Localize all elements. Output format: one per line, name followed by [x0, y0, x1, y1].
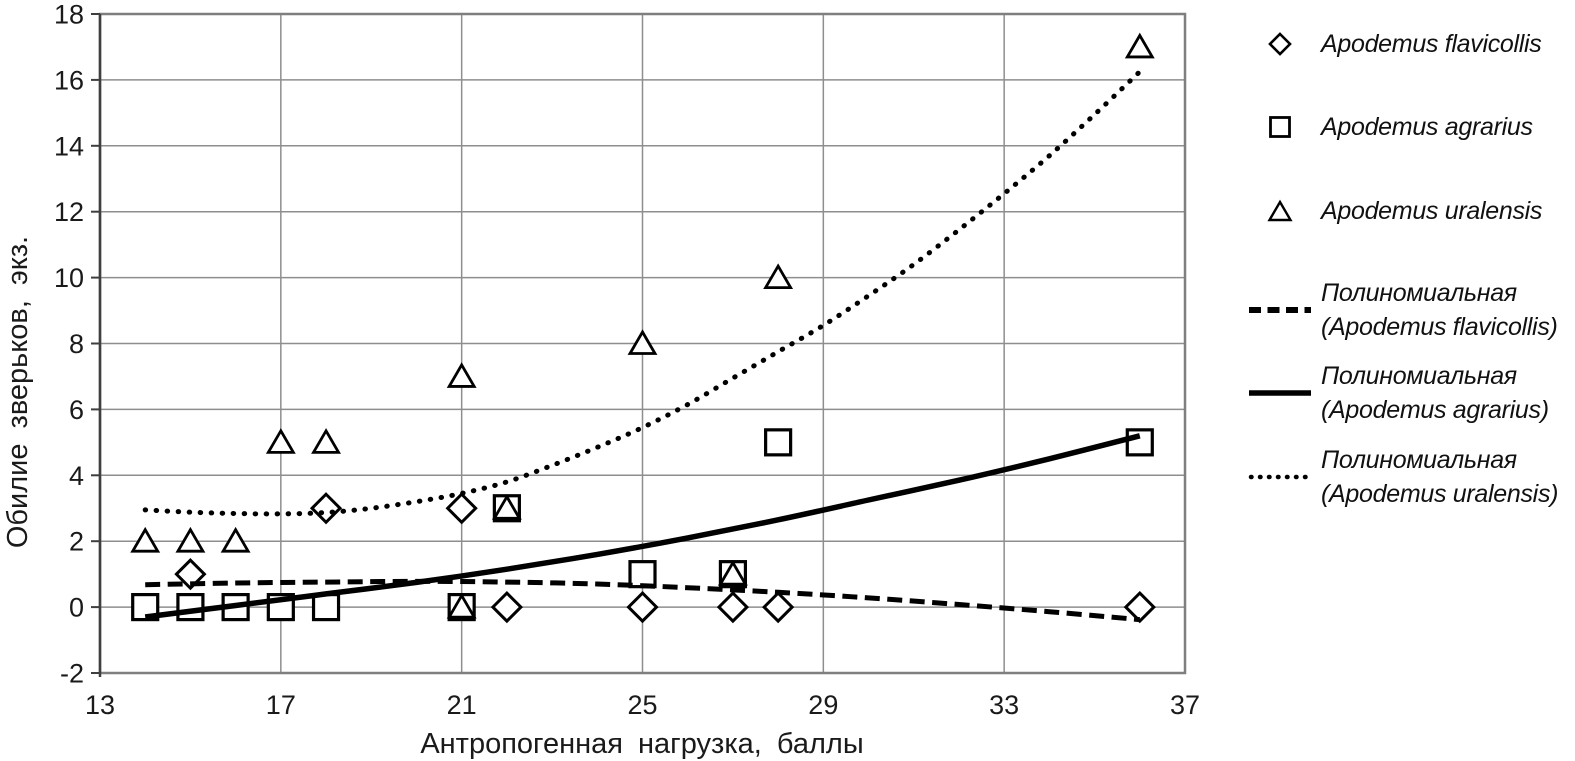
trendline-dotted: [142, 69, 1143, 517]
marker-apodemus-agrarius: [764, 428, 793, 457]
trendline-solid: [144, 433, 1141, 620]
marker-apodemus-flavicollis: [716, 590, 750, 624]
marker-apodemus-agrarius: [176, 592, 205, 622]
marker-apodemus-uralensis: [763, 263, 794, 289]
y-tick-label: 6: [69, 395, 84, 425]
marker-apodemus-uralensis: [446, 592, 477, 619]
marker-apodemus-flavicollis: [174, 558, 207, 591]
x-tick-label: 21: [447, 690, 477, 720]
y-tick-label: 14: [54, 131, 84, 161]
marker-apodemus-uralensis: [627, 329, 658, 355]
marker-apodemus-uralensis: [1124, 32, 1155, 59]
x-axis-title: Антропогенная нагрузка, баллы: [420, 728, 863, 760]
marker-apodemus-flavicollis: [1123, 590, 1156, 624]
x-tick-label: 17: [266, 690, 296, 720]
marker-apodemus-flavicollis: [309, 492, 343, 525]
y-tick-label: 4: [69, 461, 84, 491]
series-apodemus-flavicollis: [174, 492, 1156, 624]
y-tick-label: 8: [69, 329, 84, 359]
marker-apodemus-agrarius: [1125, 428, 1154, 457]
y-tick-label: 2: [69, 527, 84, 557]
series-apodemus-agrarius: [131, 428, 1154, 622]
marker-apodemus-agrarius: [311, 592, 341, 622]
y-tick-label: 0: [69, 593, 84, 623]
marker-apodemus-uralensis: [130, 526, 161, 553]
marker-apodemus-uralensis: [175, 526, 206, 553]
marker-apodemus-flavicollis: [626, 590, 659, 624]
x-tick-label: 33: [989, 690, 1019, 720]
data-markers: [130, 32, 1156, 624]
marker-apodemus-flavicollis: [762, 590, 795, 624]
marker-apodemus-uralensis: [446, 362, 477, 388]
marker-apodemus-agrarius: [628, 560, 657, 589]
tick-labels: 13 17 21 25 29 33 37 -2 0 2 4 6 8 10 12 14 16 18: [54, 0, 1200, 720]
y-tick-label: 10: [54, 263, 84, 293]
marker-apodemus-flavicollis: [490, 590, 523, 624]
trendline-dashed: [145, 578, 1141, 623]
marker-apodemus-uralensis: [265, 428, 296, 454]
plot-border: [91, 12, 1187, 677]
marker-apodemus-uralensis: [220, 526, 251, 553]
y-tick-label: 12: [54, 197, 84, 227]
trend-lines: [142, 69, 1143, 623]
marker-apodemus-flavicollis: [445, 492, 478, 525]
y-tick-label: 16: [54, 65, 84, 95]
x-tick-label: 25: [627, 690, 657, 720]
marker-apodemus-uralensis: [311, 428, 341, 454]
series-apodemus-uralensis: [130, 32, 1155, 619]
marker-apodemus-uralensis: [717, 559, 748, 586]
x-tick-label: 13: [85, 690, 115, 720]
y-axis-title: Обилие зверьков, экз.: [2, 236, 34, 548]
y-tick-label: 18: [54, 0, 84, 30]
x-tick-label: 29: [808, 690, 838, 720]
marker-apodemus-uralensis: [491, 493, 522, 520]
x-tick-label: 37: [1170, 690, 1200, 720]
y-tick-label: -2: [60, 659, 84, 689]
